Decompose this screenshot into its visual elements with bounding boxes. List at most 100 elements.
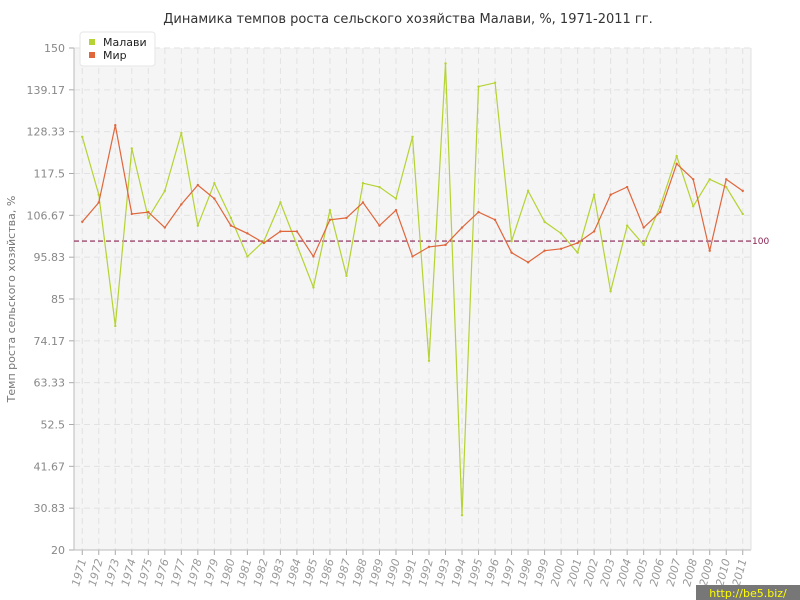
data-point-malawi	[147, 216, 150, 220]
data-point-world	[411, 255, 414, 258]
data-point-malawi	[378, 185, 381, 189]
data-point-world	[559, 247, 563, 250]
watermark: http://be5.biz/	[696, 585, 800, 600]
data-point-malawi	[213, 181, 216, 185]
data-point-malawi	[592, 193, 596, 196]
watermark-bg	[696, 585, 800, 600]
data-point-world	[262, 241, 266, 245]
data-point-world	[295, 230, 299, 233]
legend-swatch-world	[89, 52, 95, 58]
y-tick-label: 139.17	[27, 84, 66, 97]
data-point-malawi	[526, 189, 530, 193]
y-tick-label: 106.67	[27, 209, 66, 222]
data-point-malawi	[279, 201, 282, 204]
legend-label-malawi: Малави	[103, 36, 147, 49]
data-point-malawi	[394, 197, 398, 200]
data-point-world	[576, 241, 579, 245]
y-tick-label: 30.83	[34, 502, 66, 515]
data-point-malawi	[312, 286, 315, 289]
data-point-malawi	[114, 324, 117, 328]
data-point-malawi	[692, 205, 695, 208]
y-axis-label: Темп роста сельского хозяйства, %	[5, 196, 18, 404]
y-axis: 20 30.83 41.67 52.5 63.33 74.17 85 95.83 106.67 1…	[27, 42, 75, 557]
data-point-world	[658, 210, 662, 214]
y-tick-label: 95.83	[34, 251, 66, 264]
data-point-malawi	[477, 85, 480, 88]
data-point-malawi	[262, 239, 266, 243]
legend-label-world: Мир	[103, 49, 127, 62]
data-point-world	[81, 220, 84, 223]
y-tick-label: 128.33	[27, 126, 66, 139]
y-tick-label: 117.5	[34, 168, 66, 181]
data-point-malawi	[361, 181, 365, 185]
data-point-malawi	[741, 212, 744, 216]
data-point-world	[609, 193, 612, 196]
y-tick-label: 63.33	[34, 377, 66, 390]
data-point-malawi	[493, 81, 497, 84]
data-point-world	[378, 224, 381, 227]
data-point-world	[493, 218, 497, 222]
data-point-malawi	[180, 131, 183, 135]
data-point-malawi	[460, 514, 464, 517]
y-tick-label: 85	[51, 293, 65, 306]
data-point-world	[163, 226, 167, 229]
data-point-malawi	[708, 178, 711, 181]
data-point-world	[97, 201, 100, 204]
legend: Малави Мир	[79, 31, 156, 67]
data-point-world	[345, 216, 348, 220]
data-point-world	[460, 226, 464, 229]
watermark-text: http://be5.biz/	[709, 587, 787, 600]
data-point-world	[213, 197, 216, 200]
y-tick-label: 52.5	[41, 419, 66, 432]
data-point-world	[229, 224, 233, 227]
data-point-world	[196, 183, 200, 187]
data-point-malawi	[675, 154, 678, 158]
data-point-world	[180, 203, 183, 206]
data-point-malawi	[510, 239, 513, 243]
data-point-malawi	[658, 205, 662, 208]
chart-title: Динамика темпов роста сельского хозяйств…	[163, 12, 652, 27]
data-point-malawi	[427, 359, 431, 362]
y-tick-label: 74.17	[34, 335, 66, 348]
data-point-world	[708, 249, 711, 252]
data-point-malawi	[411, 135, 414, 139]
data-point-world	[361, 201, 365, 204]
data-point-malawi	[130, 147, 133, 150]
reference-line-label: 100	[752, 237, 769, 247]
data-point-malawi	[345, 274, 348, 278]
data-point-malawi	[543, 220, 546, 223]
data-point-malawi	[444, 62, 447, 65]
data-point-malawi	[559, 232, 563, 235]
data-point-malawi	[609, 290, 612, 293]
data-point-world	[741, 189, 744, 193]
data-point-world	[510, 251, 513, 254]
data-point-world	[477, 210, 480, 214]
data-point-world	[592, 230, 596, 233]
data-point-malawi	[576, 251, 579, 254]
reference-line-group: 100	[74, 237, 769, 247]
y-tick-label: 20	[51, 544, 65, 557]
data-point-world	[675, 162, 678, 166]
data-point-malawi	[97, 193, 100, 196]
data-point-world	[312, 255, 315, 258]
data-point-world	[642, 226, 645, 229]
data-point-world	[625, 185, 629, 189]
data-point-world	[543, 249, 546, 252]
grid	[74, 47, 751, 551]
data-point-malawi	[246, 255, 249, 258]
data-point-world	[147, 210, 150, 214]
y-tick-label: 150	[44, 42, 65, 55]
data-point-malawi	[295, 243, 299, 247]
data-point-malawi	[328, 208, 332, 212]
data-point-world	[725, 178, 728, 181]
data-point-world	[246, 232, 249, 235]
data-point-world	[692, 178, 695, 181]
data-point-world	[114, 124, 117, 127]
data-point-malawi	[81, 135, 84, 139]
legend-swatch-malawi	[89, 39, 95, 45]
data-point-malawi	[163, 189, 167, 193]
data-point-malawi	[725, 185, 728, 189]
data-point-malawi	[642, 243, 645, 247]
legend-box	[79, 31, 156, 67]
